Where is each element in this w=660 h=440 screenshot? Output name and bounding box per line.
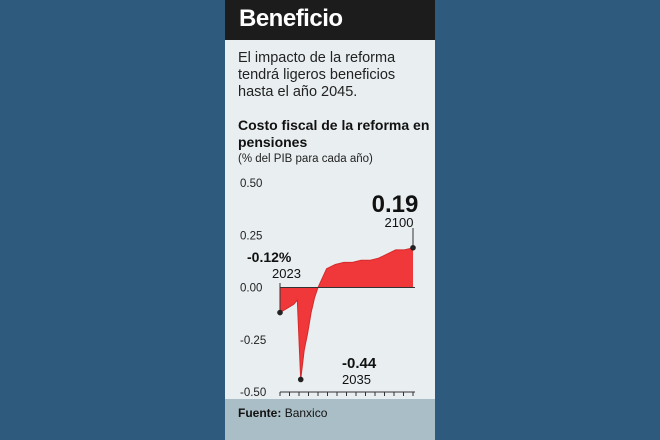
y-tick-label: 0.00 xyxy=(240,283,262,295)
data-point xyxy=(277,309,283,316)
source-label: Fuente: xyxy=(238,406,282,420)
chart-subtitle: (% del PIB para cada año) xyxy=(238,153,373,165)
data-point xyxy=(410,244,416,251)
annotation-value: 0.19 xyxy=(372,191,419,218)
intro-text: El impacto de la reforma tendrá ligeros … xyxy=(238,50,396,100)
annotation-year: 2100 xyxy=(385,215,414,230)
chart-title: Costo fiscal de la reforma en pensiones xyxy=(238,117,430,150)
area-series xyxy=(280,247,413,380)
infographic-card: Beneficio El impacto de la reforma tendr… xyxy=(225,0,435,440)
header-title: Beneficio xyxy=(239,5,343,32)
data-point xyxy=(297,376,304,383)
annotation-year: 2023 xyxy=(272,266,301,281)
source-line: Fuente: Banxico xyxy=(238,406,327,420)
annotation-year: 2035 xyxy=(342,372,371,387)
y-tick-label: 0.25 xyxy=(240,230,262,242)
footer-bar: Fuente: Banxico xyxy=(225,399,435,440)
y-tick-label: -0.50 xyxy=(240,387,266,399)
annotation-value: -0.44 xyxy=(342,355,377,372)
area-chart: 0.50 0.25 0.00 -0.25 -0.50 -0.12%2023 -0.44203… xyxy=(240,178,419,399)
annotation-value: -0.12% xyxy=(247,249,292,265)
header-bar: Beneficio xyxy=(225,0,435,40)
y-tick-label: -0.25 xyxy=(240,335,266,347)
source-name: Banxico xyxy=(284,406,328,420)
y-tick-label: 0.50 xyxy=(240,178,262,190)
